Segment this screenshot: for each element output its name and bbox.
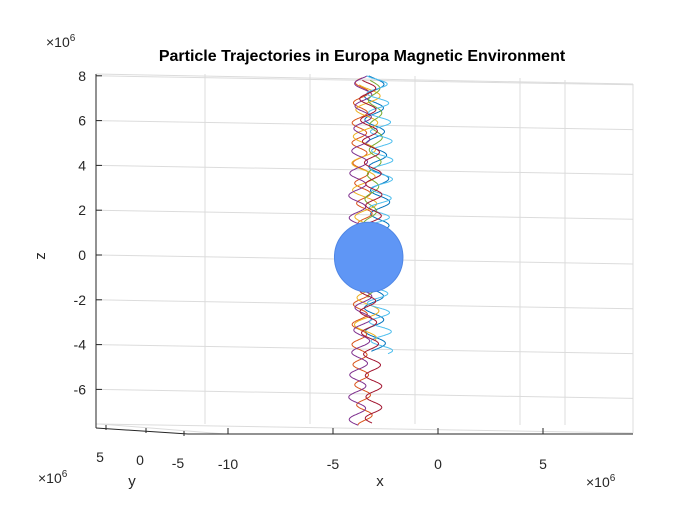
grid-floor-left bbox=[99, 423, 226, 435]
z-tick-label: -4 bbox=[74, 337, 87, 353]
z-axis-label: z bbox=[32, 252, 49, 260]
y-tick-labels: 5 0 -5 bbox=[96, 449, 184, 471]
x-tick-labels: -10 -5 0 5 bbox=[218, 456, 547, 472]
z-grid-line bbox=[95, 209, 634, 220]
europa-sphere-layer bbox=[333, 221, 404, 293]
z-tick-label: 2 bbox=[78, 202, 86, 218]
x-axis-label: x bbox=[376, 473, 384, 490]
tick-marks bbox=[96, 75, 544, 436]
z-grid-line bbox=[95, 120, 634, 131]
z-tick-label: 6 bbox=[78, 113, 86, 129]
trajectory-line bbox=[351, 84, 382, 341]
x-tick-label: 0 bbox=[434, 456, 442, 472]
y-axis-line bbox=[95, 427, 189, 435]
z-tick-label: 0 bbox=[78, 247, 86, 263]
x-tick-label: -5 bbox=[327, 456, 340, 472]
europa-sphere bbox=[333, 221, 404, 293]
x-tick-label: 5 bbox=[539, 456, 547, 472]
z-exponent-label: ×106 bbox=[46, 33, 76, 50]
chart-title: Particle Trajectories in Europa Magnetic… bbox=[159, 48, 566, 65]
z-grid-line bbox=[95, 388, 634, 399]
z-tick-label: -2 bbox=[74, 292, 87, 308]
z-tick-label: -6 bbox=[74, 381, 87, 397]
y-tick-label: 0 bbox=[136, 452, 144, 468]
z-grid-line bbox=[95, 299, 634, 310]
grid-back-top bbox=[95, 73, 634, 85]
z-tick-label: 4 bbox=[78, 157, 86, 173]
y-tick-label: 5 bbox=[96, 449, 104, 465]
z-grid-line bbox=[95, 344, 634, 355]
x-tick-label: -10 bbox=[218, 456, 238, 472]
trajectory-line bbox=[365, 75, 394, 355]
grid-layer bbox=[95, 73, 634, 435]
z-tick-labels: 8 6 4 2 0 -2 -4 -6 bbox=[74, 68, 87, 398]
y-axis-label: y bbox=[128, 473, 136, 490]
y-tick-label: -5 bbox=[172, 455, 185, 471]
z-tick-label: 8 bbox=[78, 68, 86, 84]
x-exponent-label: ×106 bbox=[586, 473, 616, 490]
y-exponent-label: ×106 bbox=[38, 469, 68, 486]
grid-floor-back bbox=[95, 423, 634, 434]
z-grid-line bbox=[95, 75, 634, 86]
